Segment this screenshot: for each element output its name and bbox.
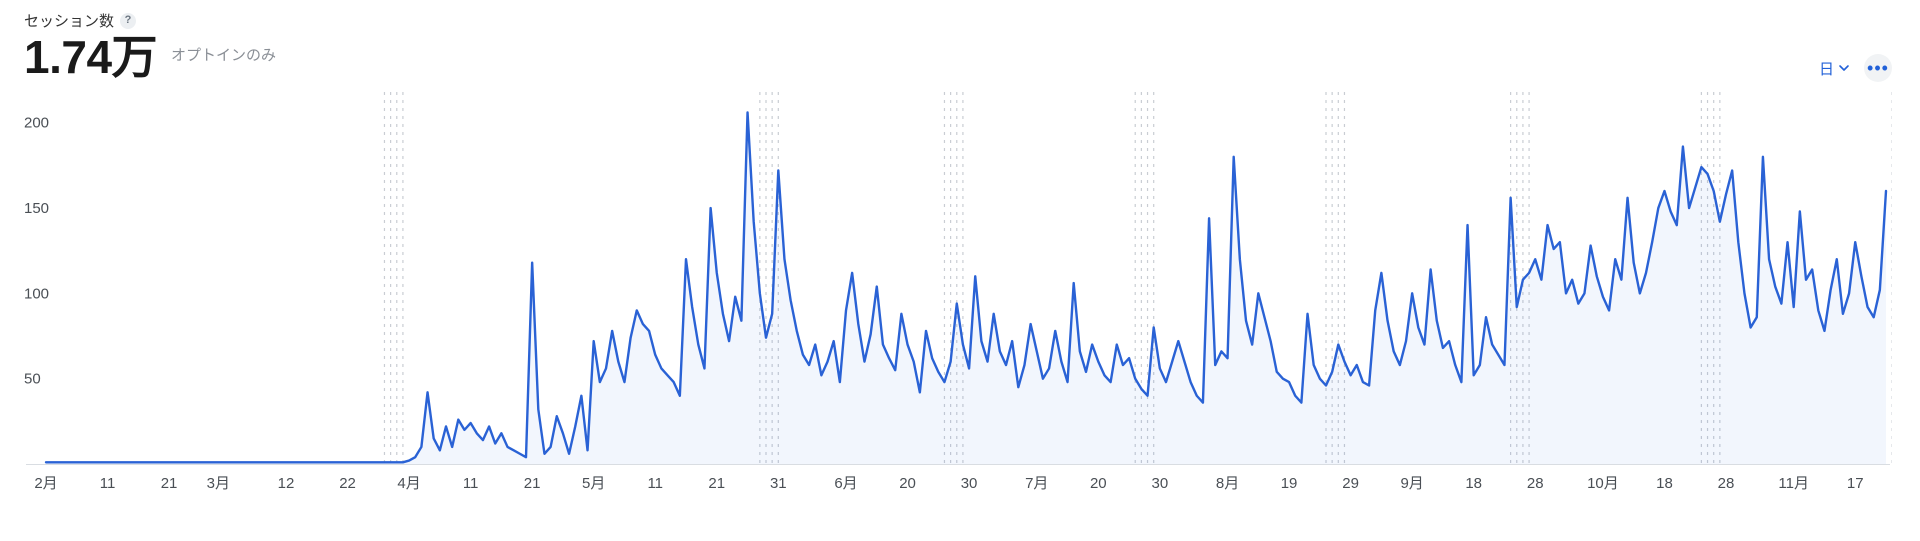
ellipsis-icon: ••• (1867, 59, 1889, 77)
svg-text:9月: 9月 (1400, 475, 1423, 492)
svg-text:10月: 10月 (1587, 475, 1619, 492)
svg-text:20: 20 (899, 475, 916, 492)
sessions-line-chart: 50 100 150 200 2月 11 21 3月 12 22 4月 11 21 5月 11 21 31 6月 2… (24, 86, 1892, 516)
chevron-down-icon (1838, 62, 1850, 74)
svg-text:4月: 4月 (397, 475, 420, 492)
svg-text:2月: 2月 (34, 475, 57, 492)
svg-text:6月: 6月 (834, 475, 857, 492)
svg-text:11月: 11月 (1778, 475, 1809, 492)
metric-title: セッション数 (24, 10, 114, 31)
help-icon[interactable]: ? (120, 13, 136, 29)
svg-text:19: 19 (1281, 475, 1298, 492)
svg-text:8月: 8月 (1216, 475, 1239, 492)
svg-text:18: 18 (1465, 475, 1482, 492)
svg-text:30: 30 (961, 475, 978, 492)
svg-text:150: 150 (24, 200, 49, 217)
svg-text:11: 11 (647, 475, 663, 492)
svg-text:100: 100 (24, 285, 49, 302)
granularity-select[interactable]: 日 (1819, 58, 1850, 79)
svg-text:12: 12 (278, 475, 295, 492)
svg-text:31: 31 (770, 475, 787, 492)
svg-text:29: 29 (1342, 475, 1359, 492)
more-menu-button[interactable]: ••• (1864, 54, 1892, 82)
svg-text:17: 17 (1847, 475, 1864, 492)
svg-text:21: 21 (708, 475, 725, 492)
svg-text:11: 11 (100, 475, 116, 492)
svg-text:50: 50 (24, 371, 41, 388)
svg-text:28: 28 (1527, 475, 1544, 492)
svg-text:28: 28 (1718, 475, 1735, 492)
svg-text:30: 30 (1152, 475, 1169, 492)
metric-note: オプトインのみ (171, 44, 276, 65)
svg-text:3月: 3月 (207, 475, 230, 492)
svg-text:21: 21 (524, 475, 541, 492)
svg-text:18: 18 (1656, 475, 1673, 492)
svg-text:20: 20 (1090, 475, 1107, 492)
svg-text:5月: 5月 (582, 475, 605, 492)
svg-text:22: 22 (339, 475, 356, 492)
svg-text:200: 200 (24, 115, 49, 132)
svg-text:7月: 7月 (1025, 475, 1048, 492)
metric-value: 1.74万 (24, 33, 157, 81)
svg-text:21: 21 (161, 475, 178, 492)
svg-text:11: 11 (463, 475, 479, 492)
granularity-label: 日 (1819, 58, 1834, 79)
